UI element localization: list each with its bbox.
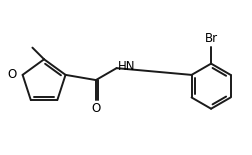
Text: O: O <box>8 68 17 81</box>
Text: O: O <box>91 102 100 115</box>
Text: Br: Br <box>204 32 217 45</box>
Text: HN: HN <box>118 60 135 73</box>
